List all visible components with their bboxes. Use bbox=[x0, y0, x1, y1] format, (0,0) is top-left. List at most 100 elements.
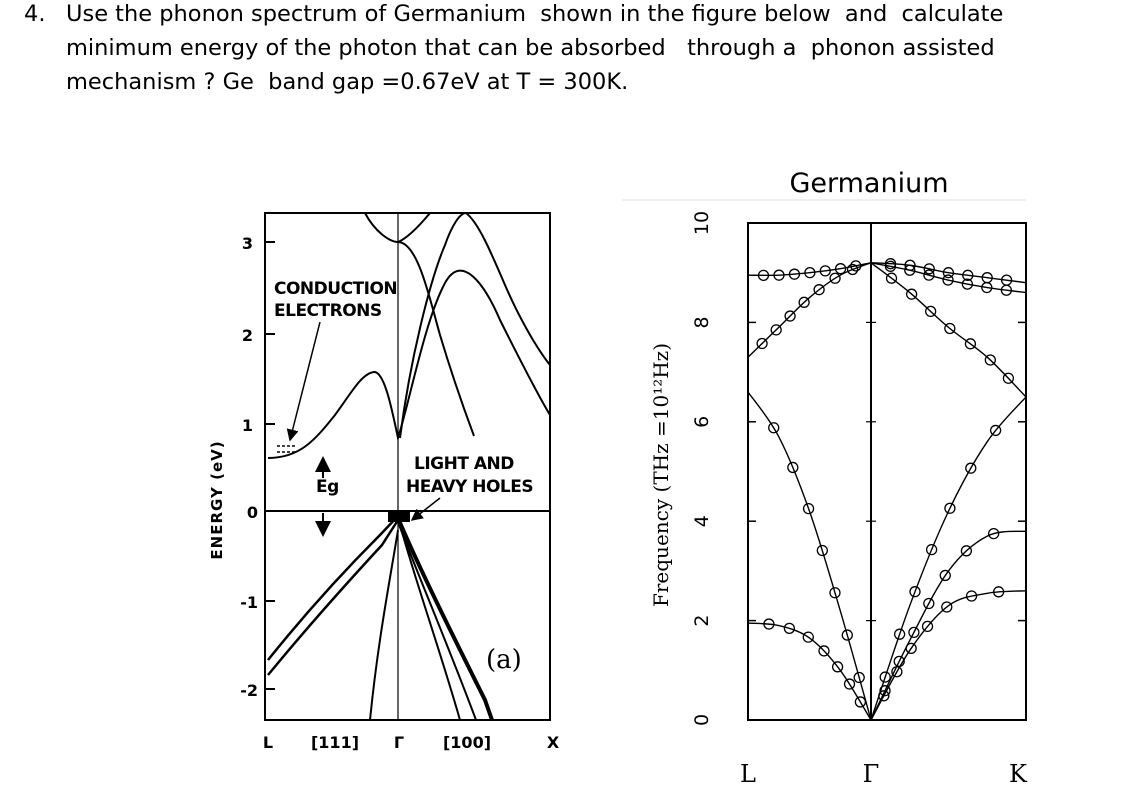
phonon-y-tick-label: 0 bbox=[691, 714, 713, 726]
phonon-branch-k-to1 bbox=[870, 262, 1027, 284]
data-point bbox=[941, 601, 953, 613]
phonon-branch-l-lo bbox=[747, 262, 872, 358]
panel-label: (a) bbox=[486, 645, 522, 675]
data-point bbox=[962, 269, 974, 281]
y-tick-label: 2 bbox=[242, 326, 253, 345]
data-point bbox=[925, 305, 937, 318]
phonon-y-tick-label: 4 bbox=[691, 515, 713, 527]
data-point bbox=[1000, 284, 1013, 296]
phonon-branch-l-ta bbox=[747, 622, 872, 721]
data-point bbox=[804, 267, 816, 279]
data-point bbox=[893, 655, 905, 668]
phonon-branch-k-ta2 bbox=[870, 530, 1027, 721]
data-point bbox=[773, 269, 785, 281]
data-point bbox=[984, 354, 996, 366]
data-point bbox=[893, 628, 906, 640]
phonon-y-axis-label: Frequency (THz =10¹²Hz) bbox=[649, 343, 673, 607]
data-point bbox=[879, 671, 891, 683]
data-point bbox=[846, 263, 859, 276]
phonon-branch-k-to2 bbox=[870, 262, 1027, 294]
data-point bbox=[829, 272, 841, 284]
data-point bbox=[853, 671, 865, 684]
data-point bbox=[879, 685, 891, 697]
y-tick-label: 3 bbox=[242, 234, 253, 253]
data-point bbox=[960, 545, 973, 557]
band-plot-frame bbox=[264, 212, 551, 721]
phonon-x-tick-L: L bbox=[740, 760, 756, 788]
data-point bbox=[831, 661, 844, 673]
holes-label-2: HEAVY HOLES bbox=[406, 477, 533, 497]
data-point bbox=[829, 587, 841, 599]
phonon-spectrum-chart: Germanium 0 2 4 6 8 10 Frequency (THz =10¹²Hz… bbox=[622, 168, 1028, 788]
data-point bbox=[850, 260, 862, 272]
eg-label: Eg bbox=[316, 477, 339, 497]
data-point bbox=[784, 310, 796, 322]
data-point bbox=[981, 281, 993, 294]
data-point bbox=[841, 629, 853, 641]
phonon-x-tick-K: K bbox=[1009, 760, 1028, 788]
data-point bbox=[923, 263, 935, 275]
data-point bbox=[763, 618, 775, 630]
data-point bbox=[909, 586, 921, 598]
question-line-1: Use the phonon spectrum of Germanium sho… bbox=[66, 1, 1004, 27]
phonon-y-tick-label: 6 bbox=[691, 416, 713, 428]
phonon-plot-frame bbox=[747, 222, 1027, 721]
data-point bbox=[756, 337, 768, 350]
data-point bbox=[923, 269, 935, 281]
data-point bbox=[944, 322, 956, 335]
data-point bbox=[884, 260, 897, 272]
phonon-branch-l-la bbox=[747, 391, 872, 721]
data-point bbox=[964, 338, 977, 350]
question-number: 4. bbox=[24, 1, 46, 27]
data-point bbox=[965, 462, 977, 474]
data-point bbox=[798, 296, 810, 308]
data-point bbox=[961, 278, 974, 290]
data-point bbox=[988, 527, 1000, 540]
holes-label-1: LIGHT AND bbox=[414, 454, 514, 474]
band-structure-figure: 3 2 1 0 -1 -2 ENERGY (eV) L [111] Γ [100… bbox=[208, 211, 560, 752]
phonon-y-tick-label: 8 bbox=[691, 316, 713, 328]
data-point bbox=[942, 274, 954, 286]
conduction-pointer bbox=[286, 321, 321, 442]
data-point bbox=[908, 626, 920, 639]
conduction-label-1: CONDUCTION bbox=[274, 279, 397, 299]
phonon-x-tick-gamma: Γ bbox=[863, 760, 880, 788]
data-point bbox=[770, 324, 782, 336]
data-point bbox=[768, 422, 780, 434]
band-y-axis-label: ENERGY (eV) bbox=[208, 440, 226, 559]
y-tick-label: 0 bbox=[247, 503, 258, 522]
y-tick-label: -2 bbox=[240, 681, 258, 700]
data-point bbox=[818, 645, 830, 657]
data-point bbox=[854, 696, 867, 708]
data-point bbox=[813, 284, 825, 296]
data-point bbox=[783, 622, 796, 635]
conduction-label-2: ELECTRONS bbox=[274, 301, 382, 321]
phonon-y-tick-label: 10 bbox=[691, 211, 713, 235]
data-point bbox=[923, 597, 935, 610]
data-point bbox=[944, 502, 956, 514]
data-point bbox=[802, 502, 815, 515]
data-point bbox=[885, 272, 898, 284]
chart-title: Germanium bbox=[789, 168, 948, 199]
phonon-y-tick-label: 2 bbox=[691, 615, 713, 627]
data-point bbox=[891, 666, 903, 678]
y-tick-label: 1 bbox=[242, 416, 253, 435]
data-point bbox=[905, 288, 918, 300]
data-point bbox=[905, 642, 917, 655]
valence-bands bbox=[267, 515, 494, 721]
data-point bbox=[788, 268, 801, 280]
data-point bbox=[942, 267, 955, 279]
x-tick-label-X: X bbox=[547, 733, 560, 752]
data-point bbox=[834, 263, 847, 275]
phonon-branch-k-lo bbox=[870, 262, 1027, 398]
data-point bbox=[904, 264, 916, 276]
question-line-3: mechanism ? Ge band gap =0.67eV at T = 3… bbox=[66, 69, 629, 95]
x-tick-label-L: L bbox=[263, 733, 273, 752]
data-point bbox=[819, 265, 831, 277]
data-point bbox=[878, 690, 890, 702]
data-point bbox=[939, 569, 951, 582]
data-point bbox=[802, 631, 814, 643]
phonon-branch-k-la bbox=[870, 396, 1027, 721]
data-point bbox=[925, 543, 938, 556]
